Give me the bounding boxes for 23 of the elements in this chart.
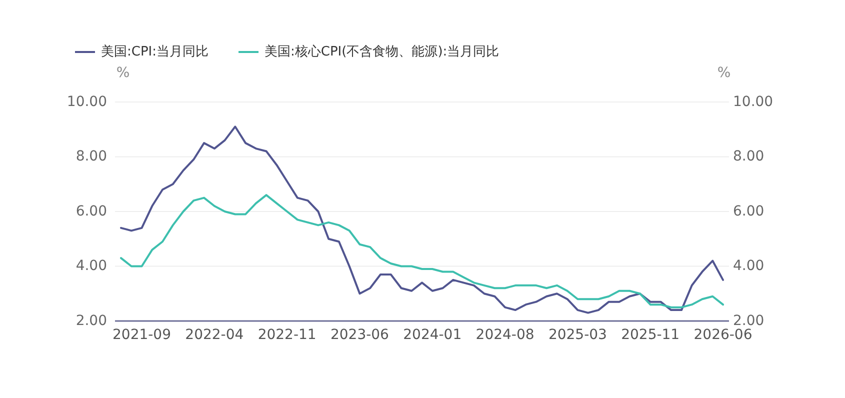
xtick: 2024-01 xyxy=(403,326,462,343)
y2label: % xyxy=(717,64,731,81)
xtick: 2025-11 xyxy=(621,326,680,343)
xtick: 2022-11 xyxy=(258,326,316,343)
xtick: 2023-06 xyxy=(330,326,389,343)
y2tick: 10.00 xyxy=(733,94,774,110)
legend: 美国:CPI:当月同比 xyxy=(101,44,209,60)
ytick: 8.00 xyxy=(76,148,107,165)
ytick: 10.00 xyxy=(66,94,107,110)
y2tick: 8.00 xyxy=(733,148,764,165)
xtick: 2022-04 xyxy=(185,326,244,343)
y2tick: 6.00 xyxy=(733,203,764,220)
xtick: 2021-09 xyxy=(112,326,171,343)
y2tick: 4.00 xyxy=(733,258,764,274)
xtick: 2025-03 xyxy=(548,326,607,343)
y2tick: 2.00 xyxy=(733,312,764,329)
ytick: 6.00 xyxy=(76,203,107,220)
legend: 美国:核心CPI(不含食物、能源):当月同比 xyxy=(264,44,500,60)
xtick: 2026-06 xyxy=(694,326,752,343)
ytick: 2.00 xyxy=(76,312,107,329)
ylabel: % xyxy=(116,64,130,81)
ytick: 4.00 xyxy=(76,258,107,274)
xtick: 2024-08 xyxy=(476,326,534,343)
